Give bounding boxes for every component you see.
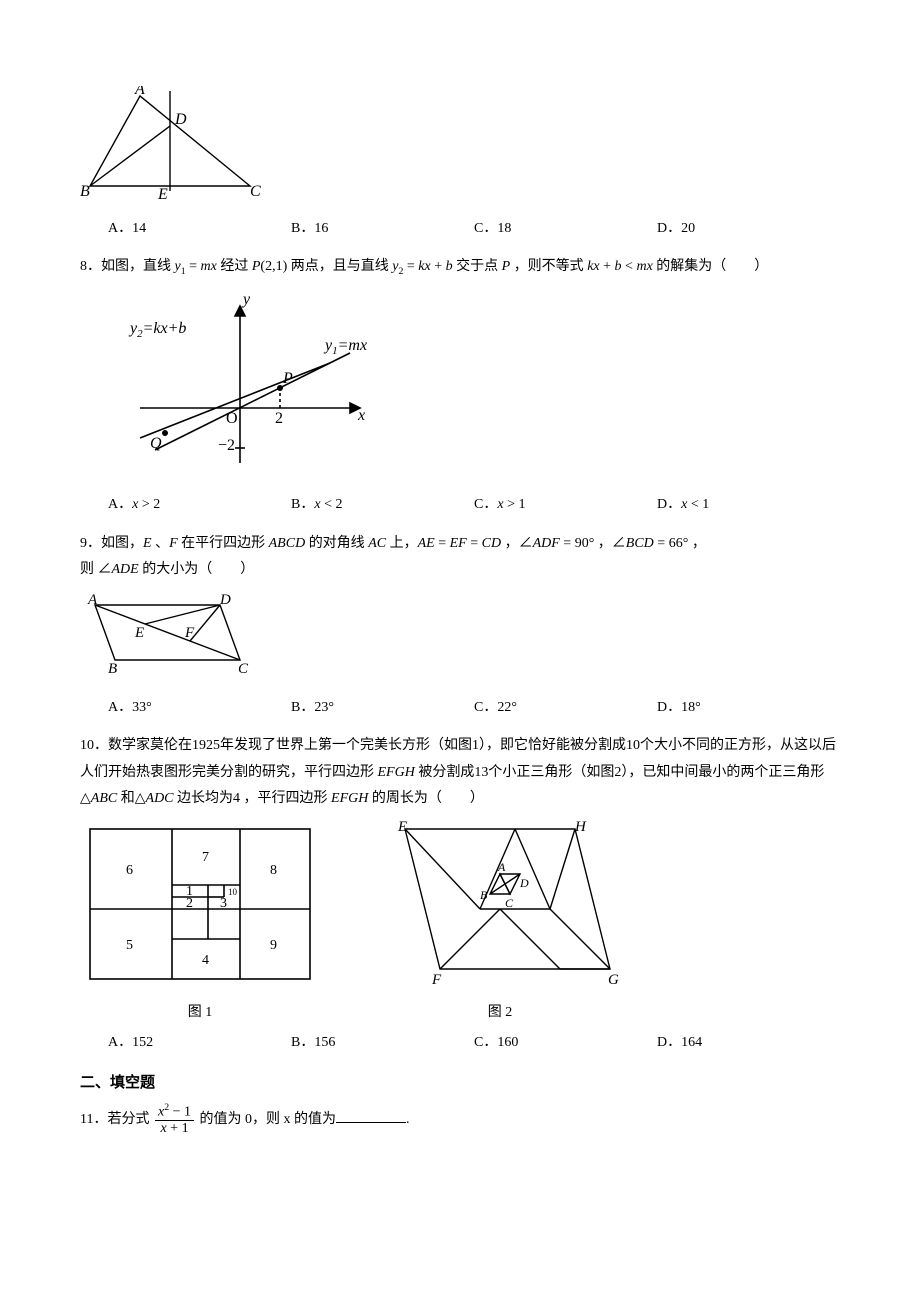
q7-label-E: E bbox=[157, 186, 168, 201]
svg-text:D: D bbox=[519, 876, 529, 890]
svg-text:9: 9 bbox=[270, 938, 277, 953]
q9-opt-B: B．23° bbox=[291, 695, 474, 722]
q10-fig2-caption: 图 2 bbox=[350, 1000, 650, 1027]
q8-figure: y x O P Q 2 −2 y1=mx y2=kx+b bbox=[80, 288, 840, 489]
q7-label-D: D bbox=[174, 111, 187, 128]
svg-text:5: 5 bbox=[126, 938, 133, 953]
q7-label-A: A bbox=[134, 86, 145, 98]
q8-options: A．x > 2 B．x < 2 C．x > 1 D．x < 1 bbox=[80, 492, 840, 519]
q8-opt-B: B．x < 2 bbox=[291, 492, 474, 519]
svg-text:B: B bbox=[108, 661, 117, 677]
svg-text:F: F bbox=[184, 625, 195, 641]
q10-opt-C: C．160 bbox=[474, 1030, 657, 1057]
svg-text:7: 7 bbox=[202, 850, 209, 865]
q11-blank bbox=[336, 1109, 406, 1123]
svg-text:C: C bbox=[505, 896, 514, 910]
q8-opt-D: D．x < 1 bbox=[657, 492, 840, 519]
q10-options: A．152 B．156 C．160 D．164 bbox=[80, 1030, 840, 1057]
q7-figure: A B C D E bbox=[80, 86, 840, 212]
svg-text:A: A bbox=[87, 592, 98, 608]
q9-opt-C: C．22° bbox=[474, 695, 657, 722]
svg-text:2: 2 bbox=[186, 896, 193, 911]
svg-text:C: C bbox=[238, 661, 249, 677]
svg-text:y2=kx+b: y2=kx+b bbox=[128, 320, 186, 340]
svg-text:B: B bbox=[480, 888, 488, 902]
q8-opt-A: A．x > 2 bbox=[108, 492, 291, 519]
svg-text:Q: Q bbox=[150, 435, 162, 452]
svg-text:y: y bbox=[241, 291, 251, 308]
q7-options: A．14 B．16 C．18 D．20 bbox=[80, 216, 840, 243]
svg-text:F: F bbox=[431, 972, 442, 988]
svg-text:x: x bbox=[357, 407, 365, 424]
svg-text:4: 4 bbox=[202, 953, 209, 968]
svg-text:G: G bbox=[608, 972, 619, 988]
q9-opt-A: A．33° bbox=[108, 695, 291, 722]
svg-text:y1=mx: y1=mx bbox=[323, 337, 367, 357]
svg-text:−2: −2 bbox=[218, 437, 235, 454]
q10-stem: 10．数学家莫伦在1925年发现了世界上第一个完美长方形（如图1），即它恰好能被… bbox=[80, 733, 840, 813]
q7-label-B: B bbox=[80, 183, 90, 200]
svg-text:6: 6 bbox=[126, 863, 133, 878]
svg-text:H: H bbox=[574, 819, 587, 835]
q9-opt-D: D．18° bbox=[657, 695, 840, 722]
q7-label-C: C bbox=[250, 183, 261, 200]
svg-text:3: 3 bbox=[220, 896, 227, 911]
svg-text:10: 10 bbox=[228, 887, 238, 897]
svg-text:P: P bbox=[282, 370, 293, 387]
q10-fig1-caption: 图 1 bbox=[80, 1000, 320, 1027]
q10-opt-A: A．152 bbox=[108, 1030, 291, 1057]
q7-opt-D: D．20 bbox=[657, 216, 840, 243]
svg-text:A: A bbox=[497, 860, 506, 874]
svg-text:O: O bbox=[226, 410, 238, 427]
q10-opt-D: D．164 bbox=[657, 1030, 840, 1057]
q7-opt-C: C．18 bbox=[474, 216, 657, 243]
q7-opt-B: B．16 bbox=[291, 216, 474, 243]
svg-text:E: E bbox=[397, 819, 407, 835]
svg-text:D: D bbox=[219, 592, 231, 608]
section-2-title: 二、填空题 bbox=[80, 1069, 840, 1098]
q10-opt-B: B．156 bbox=[291, 1030, 474, 1057]
svg-text:2: 2 bbox=[275, 410, 283, 427]
q11-stem: 11．若分式 x2 − 1 x + 1 的值为 0，则 x 的值为. bbox=[80, 1103, 840, 1136]
svg-text:8: 8 bbox=[270, 863, 277, 878]
q8-opt-C: C．x > 1 bbox=[474, 492, 657, 519]
q9-options: A．33° B．23° C．22° D．18° bbox=[80, 695, 840, 722]
q9-stem: 9．如图，E 、F 在平行四边形 ABCD 的对角线 AC 上，AE = EF … bbox=[80, 531, 840, 584]
q10-figures: 6 7 8 1 2 3 10 5 4 9 图 1 bbox=[80, 819, 840, 1026]
q7-opt-A: A．14 bbox=[108, 216, 291, 243]
q9-figure: A D B C E F bbox=[80, 590, 840, 691]
svg-text:E: E bbox=[134, 625, 144, 641]
q8-stem: 8．如图，直线 y1 = mx 经过 P(2,1) 两点，且与直线 y2 = k… bbox=[80, 254, 840, 281]
